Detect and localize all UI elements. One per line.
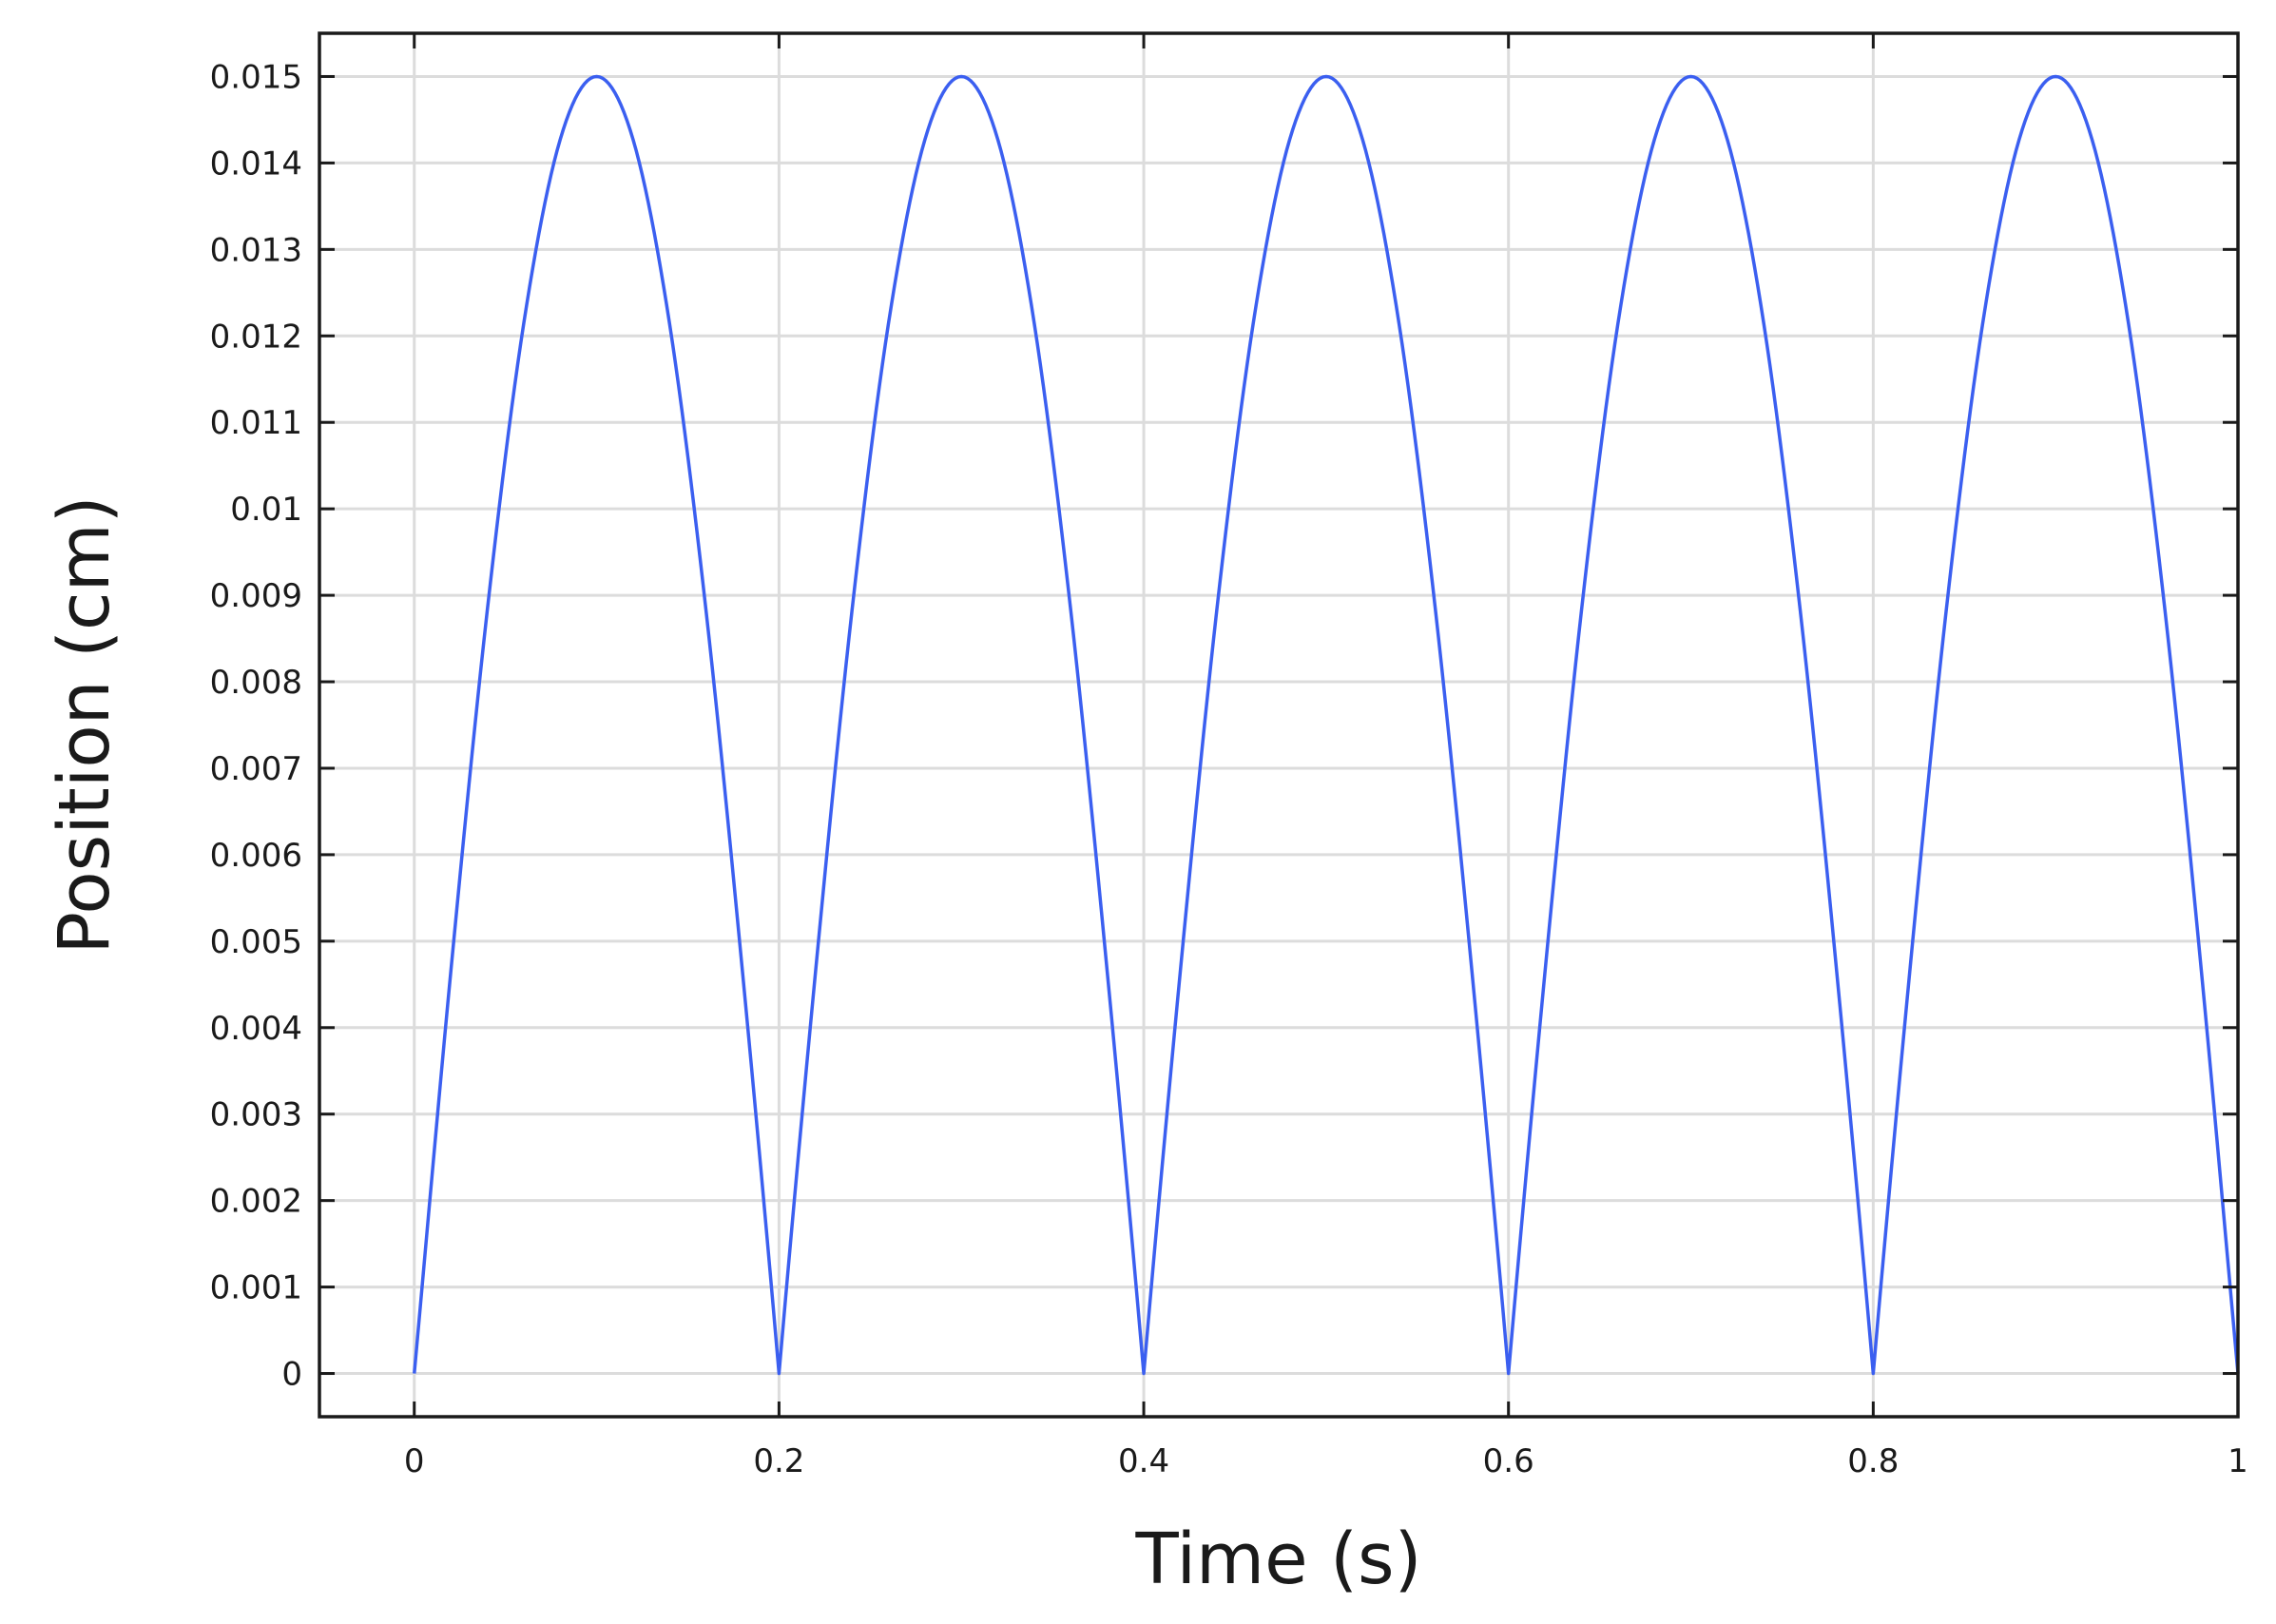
y-tick-labels: 0 0.001 0.002 0.003 0.004 0.005 0.006 0.007 0.00… [210, 58, 302, 1393]
y-tick-label: 0 [281, 1356, 302, 1394]
y-tick-label: 0.013 [210, 231, 302, 269]
x-tick-label: 0.4 [1118, 1442, 1169, 1480]
plot-frame [318, 31, 2240, 1419]
x-tick-label: 0.6 [1483, 1442, 1534, 1480]
y-tick-label: 0.011 [210, 404, 302, 442]
y-tick-label: 0.015 [210, 58, 302, 96]
y-tick-label: 0.002 [210, 1183, 302, 1221]
x-tick-label: 1 [2228, 1442, 2248, 1480]
y-tick-label: 0.006 [210, 837, 302, 875]
y-tick-label: 0.012 [210, 318, 302, 356]
y-tick-label: 0.004 [210, 1010, 302, 1048]
y-tick-label: 0.009 [210, 577, 302, 615]
x-tick-label: 0.8 [1847, 1442, 1899, 1480]
y-tick-label: 0.007 [210, 750, 302, 788]
grid-lines [319, 33, 2240, 1417]
y-tick-label: 0.008 [210, 664, 302, 702]
y-tick-label: 0.01 [230, 491, 302, 529]
series-lines [413, 74, 2240, 1376]
y-tick-label: 0.001 [210, 1269, 302, 1307]
y-tick-label: 0.005 [210, 923, 302, 961]
y-tick-label: 0.003 [210, 1096, 302, 1134]
y-axis-title: Position (cm) [44, 495, 125, 954]
x-axis-title: Time (s) [1135, 1518, 1422, 1600]
y-tick-label: 0.014 [210, 145, 302, 183]
x-tick-labels: 0 0.2 0.4 0.6 0.8 1 [404, 1442, 2248, 1480]
x-tick-label: 0.2 [753, 1442, 804, 1480]
series-line [413, 74, 2240, 1376]
x-tick-label: 0 [404, 1442, 425, 1480]
tick-marks [319, 33, 2240, 1417]
